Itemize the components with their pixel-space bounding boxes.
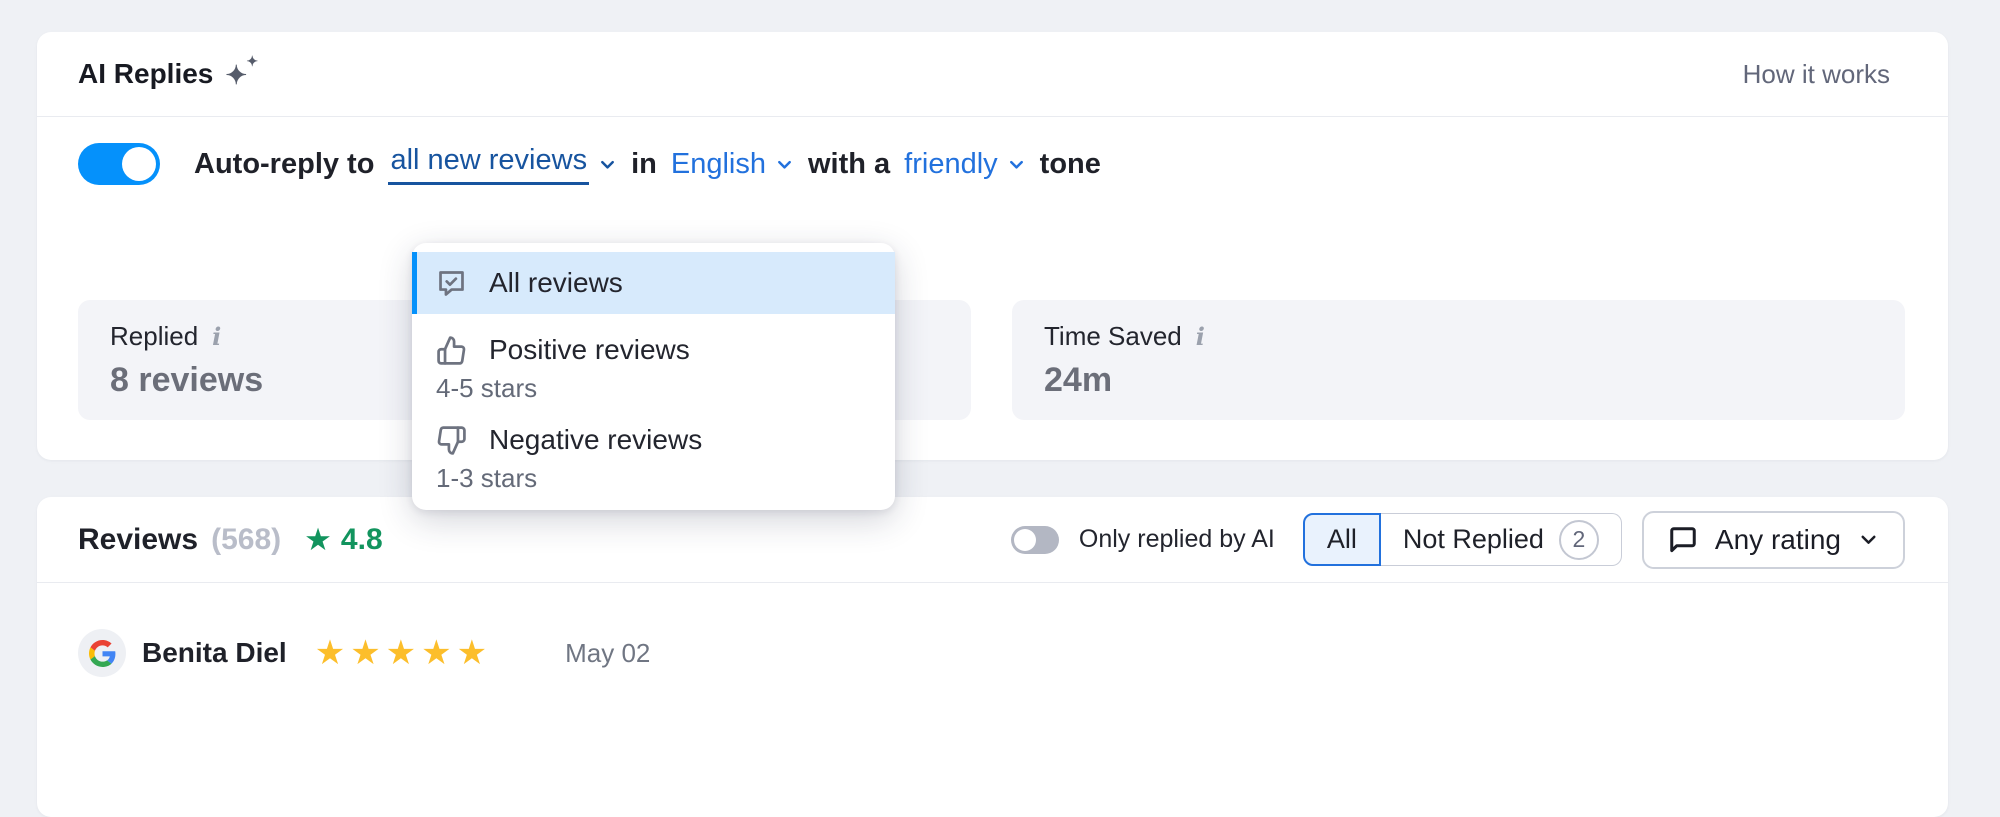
any-rating-dropdown[interactable]: Any rating — [1641, 510, 1905, 569]
star-icon: ★ — [421, 634, 452, 672]
stat-time-saved: Time Saved i 24m — [1012, 300, 1905, 420]
chat-bubble-icon — [1668, 525, 1698, 555]
review-target-value: all new reviews — [388, 144, 590, 185]
thumb-down-icon — [436, 425, 467, 456]
reviews-rating-value: 4.8 — [340, 522, 383, 556]
only-replied-by-ai-toggle[interactable] — [1010, 525, 1059, 554]
reviews-controls: Only replied by AI All Not Replied 2 Any… — [1010, 510, 1905, 569]
how-it-works-link[interactable]: How it works — [1742, 58, 1890, 89]
segment-not-replied[interactable]: Not Replied 2 — [1380, 513, 1622, 566]
ai-replies-title-text: AI Replies — [78, 58, 214, 89]
sentence-with: with a — [807, 147, 891, 180]
any-rating-label: Any rating — [1714, 523, 1841, 555]
language-value: English — [670, 147, 766, 180]
star-icon: ★ — [350, 634, 381, 672]
chevron-down-icon — [1007, 155, 1026, 174]
star-icon: ★ — [385, 634, 417, 672]
autoreply-sentence: Auto-reply to all new reviews in English… — [194, 144, 1101, 185]
google-logo-icon — [78, 629, 126, 677]
toggle-knob — [122, 147, 156, 181]
review-date: May 02 — [565, 637, 651, 668]
chat-check-icon — [436, 268, 467, 299]
chevron-down-icon — [775, 155, 794, 174]
ai-replies-panel: AI Replies ✦ ✦ How it works Auto-reply t… — [37, 32, 1948, 460]
chevron-down-icon — [598, 155, 617, 174]
menu-item-sublabel: 4-5 stars — [436, 373, 538, 403]
not-replied-count-badge: 2 — [1558, 519, 1599, 560]
review-list-item[interactable]: Benita Diel ★ ★ ★ ★ ★ May 02 — [37, 583, 1948, 677]
info-icon[interactable]: i — [1195, 322, 1205, 351]
menu-item-negative-reviews[interactable]: Negative reviews 1-3 stars — [412, 404, 895, 494]
sparkle-big: ✦ — [225, 60, 248, 90]
auto-reply-toggle[interactable] — [78, 143, 160, 185]
autoreply-row: Auto-reply to all new reviews in English… — [37, 117, 1948, 185]
reviews-title: Reviews (568) ★ 4.8 — [78, 523, 383, 557]
stat-replied-value: 8 reviews — [110, 361, 264, 399]
reviewer-name: Benita Diel — [142, 637, 287, 668]
thumb-up-icon — [436, 335, 467, 366]
menu-item-label: Negative reviews — [489, 424, 703, 455]
review-target-dropdown[interactable]: all new reviews — [388, 144, 617, 185]
only-replied-by-ai-label: Only replied by AI — [1078, 525, 1275, 553]
star-icon: ★ — [314, 634, 346, 672]
stats-row: Replied i 8 reviews Time Saved i 24m — [78, 300, 1905, 420]
tone-dropdown[interactable]: friendly — [904, 148, 1026, 181]
reviews-title-text: Reviews — [78, 522, 199, 556]
segment-all[interactable]: All — [1302, 513, 1381, 566]
replied-filter-segmented: All Not Replied 2 — [1302, 513, 1622, 566]
star-icon: ★ — [304, 522, 332, 557]
reviews-panel: Reviews (568) ★ 4.8 Only replied by AI A… — [37, 497, 1948, 817]
menu-item-label: All reviews — [489, 267, 623, 298]
review-star-rating: ★ ★ ★ ★ ★ — [315, 636, 487, 670]
info-icon[interactable]: i — [212, 322, 222, 351]
chevron-down-icon — [1858, 529, 1879, 550]
reviews-average-rating: ★ 4.8 — [304, 523, 383, 557]
sentence-in: in — [631, 147, 657, 180]
menu-item-positive-reviews[interactable]: Positive reviews 4-5 stars — [412, 314, 895, 404]
reviews-count: (568) — [211, 522, 282, 556]
stat-time-saved-value: 24m — [1044, 361, 1113, 399]
stat-replied-label: Replied — [110, 321, 199, 351]
tone-value: friendly — [904, 147, 998, 180]
sparkles-icon: ✦ ✦ — [225, 53, 261, 92]
sparkle-small: ✦ — [246, 53, 259, 69]
page-title: AI Replies ✦ ✦ — [78, 53, 261, 92]
ai-replies-header: AI Replies ✦ ✦ How it works — [37, 32, 1948, 117]
segment-not-replied-label: Not Replied — [1402, 524, 1544, 554]
language-dropdown[interactable]: English — [671, 148, 794, 181]
stat-time-saved-label: Time Saved — [1044, 321, 1182, 351]
review-target-menu: All reviews Positive reviews 4-5 stars N… — [412, 243, 895, 510]
sentence-suffix: tone — [1039, 147, 1101, 180]
reviews-header: Reviews (568) ★ 4.8 Only replied by AI A… — [37, 497, 1948, 583]
menu-item-label: Positive reviews — [489, 334, 690, 365]
sentence-prefix: Auto-reply to — [194, 147, 375, 180]
menu-item-sublabel: 1-3 stars — [436, 463, 538, 493]
toggle-knob — [1013, 528, 1036, 551]
segment-all-label: All — [1326, 524, 1357, 554]
menu-item-all-reviews[interactable]: All reviews — [412, 252, 895, 314]
star-icon: ★ — [456, 634, 488, 672]
